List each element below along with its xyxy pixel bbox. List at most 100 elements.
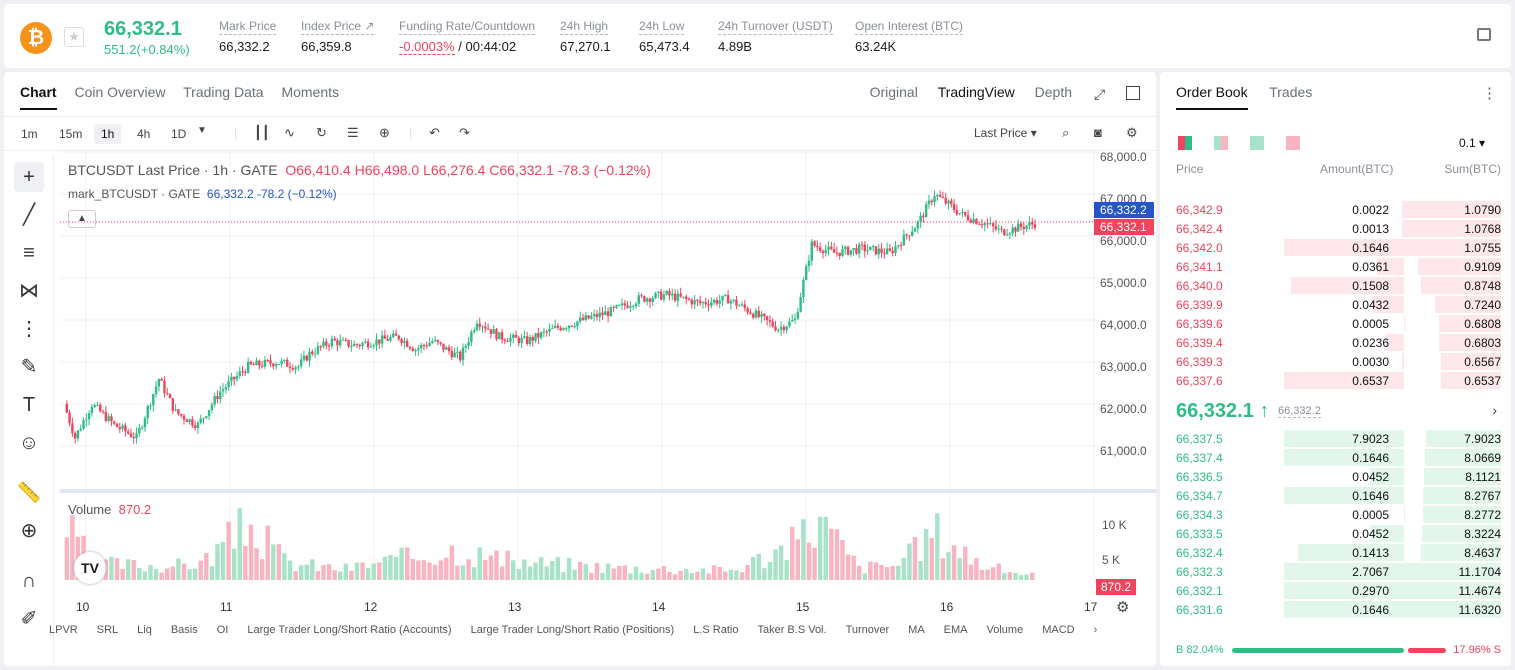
trend-line-icon[interactable]: ╱	[22, 204, 36, 226]
pane-divider[interactable]	[60, 489, 1156, 493]
ask-row[interactable]: 66,342.9 0.0022 1.0790	[1160, 200, 1511, 219]
camera-icon[interactable]: ◙	[1094, 125, 1102, 140]
bid-row[interactable]: 66,332.3 2.7067 11.1704	[1160, 562, 1511, 581]
ruler-icon[interactable]: 📏	[16, 482, 42, 504]
bid-row[interactable]: 66,337.4 0.1646 8.0669	[1160, 448, 1511, 467]
candle	[392, 333, 395, 338]
timeframe-dropdown-icon[interactable]: ▼	[197, 125, 207, 136]
bid-row[interactable]: 66,331.6 0.1646 11.6320	[1160, 600, 1511, 619]
volume-bar	[767, 562, 773, 580]
timeframe-1m[interactable]: 1m	[21, 127, 38, 141]
crosshair-icon[interactable]: +	[14, 162, 44, 192]
indicator-tab[interactable]: Liq	[137, 624, 152, 636]
layout-asks-icon[interactable]	[1286, 136, 1300, 150]
collapse-legend-button[interactable]: ▲	[68, 210, 96, 228]
indicators-icon[interactable]: ∿	[284, 125, 295, 140]
volume-bar	[890, 565, 895, 580]
replay-icon[interactable]: ↻	[316, 125, 327, 140]
indicator-tab[interactable]: Taker B.S Vol.	[757, 624, 827, 636]
bid-row[interactable]: 66,336.5 0.0452 8.1121	[1160, 467, 1511, 486]
bid-row[interactable]: 66,333.5 0.0452 8.3224	[1160, 524, 1511, 543]
favorite-star-icon[interactable]: ★	[64, 27, 84, 47]
axis-settings-icon[interactable]: ⚙	[1116, 599, 1130, 616]
magnet-icon[interactable]: ∩	[21, 570, 37, 592]
horizontal-lines-icon[interactable]: ≡	[23, 242, 35, 264]
indicator-tab[interactable]: Basis	[170, 624, 198, 636]
chevron-right-icon[interactable]: ›	[1492, 402, 1497, 418]
volume-bar	[946, 552, 951, 580]
stat-index-price[interactable]: Index Price ↗ 66,359.8	[301, 19, 375, 54]
settings-gear-icon[interactable]: ⚙	[1126, 125, 1138, 140]
brush-icon[interactable]: ✎	[20, 356, 38, 378]
price-type-select[interactable]: Last Price ▾	[974, 126, 1037, 140]
ask-row[interactable]: 66,341.1 0.0361 0.9109	[1160, 257, 1511, 276]
tab-coin-overview[interactable]: Coin Overview	[74, 84, 166, 100]
book-icon[interactable]	[1477, 28, 1491, 41]
indicator-tab[interactable]: OI	[216, 624, 229, 636]
indicator-tab[interactable]: EMA	[943, 624, 968, 636]
bid-row[interactable]: 66,332.4 0.1413 8.4637	[1160, 543, 1511, 562]
volume-bar	[678, 570, 683, 580]
layout-both-icon[interactable]	[1178, 136, 1192, 150]
template-icon[interactable]: ☰	[347, 125, 359, 140]
indicator-tab[interactable]: LPVR	[49, 624, 78, 636]
indicator-tab[interactable]: L.S Ratio	[693, 624, 739, 636]
ask-row[interactable]: 66,339.6 0.0005 0.6808	[1160, 314, 1511, 333]
indicator-tab[interactable]: MACD	[1042, 624, 1075, 636]
bid-row[interactable]: 66,337.5 7.9023 7.9023	[1160, 429, 1511, 448]
ask-row[interactable]: 66,339.3 0.0030 0.6567	[1160, 352, 1511, 371]
tab-chart[interactable]: Chart	[20, 84, 57, 110]
tab-trades[interactable]: Trades	[1269, 84, 1313, 100]
tab-moments[interactable]: Moments	[281, 84, 340, 100]
timeframe-1d[interactable]: 1D	[171, 127, 187, 141]
emoji-icon[interactable]: ☺	[18, 432, 40, 454]
indicator-tab[interactable]: Large Trader Long/Short Ratio (Accounts)	[247, 624, 452, 636]
indicator-tab[interactable]: Large Trader Long/Short Ratio (Positions…	[470, 624, 675, 636]
zoom-in-icon[interactable]: ⊕	[20, 520, 38, 542]
more-icon[interactable]: ⋮	[1482, 85, 1497, 102]
view-tradingview[interactable]: TradingView	[937, 84, 1015, 100]
ask-row[interactable]: 66,340.0 0.1508 0.8748	[1160, 276, 1511, 295]
precision-select[interactable]: 0.1 ▾	[1458, 136, 1485, 150]
ask-row[interactable]: 66,339.4 0.0236 0.6803	[1160, 333, 1511, 352]
volume-bar	[1030, 572, 1035, 580]
undo-icon[interactable]: ↶	[429, 125, 440, 140]
fullscreen-icon[interactable]	[1126, 86, 1140, 100]
volume-bar	[153, 568, 159, 580]
timeframe-1h[interactable]: 1h	[94, 124, 122, 144]
bid-row[interactable]: 66,334.3 0.0005 8.2772	[1160, 505, 1511, 524]
indicator-tab[interactable]: MA	[908, 624, 925, 636]
candle	[634, 303, 638, 307]
lock-draw-icon[interactable]: ✐	[20, 608, 38, 630]
candle	[595, 313, 599, 318]
view-depth[interactable]: Depth	[1034, 84, 1072, 100]
indicator-tab[interactable]: Volume	[986, 624, 1024, 636]
candle	[478, 323, 481, 327]
bid-row[interactable]: 66,334.7 0.1646 8.2767	[1160, 486, 1511, 505]
candle	[813, 241, 816, 246]
candle-type-icon[interactable]: ┃┃	[254, 125, 270, 140]
ask-row[interactable]: 66,339.9 0.0432 0.7240	[1160, 295, 1511, 314]
price-chart[interactable]	[60, 150, 1100, 580]
view-original[interactable]: Original	[869, 84, 918, 100]
timeframe-4h[interactable]: 4h	[137, 127, 151, 141]
ask-row[interactable]: 66,342.4 0.0013 1.0768	[1160, 219, 1511, 238]
tab-order-book[interactable]: Order Book	[1176, 84, 1248, 110]
expand-icon[interactable]: ⤢	[1094, 86, 1106, 102]
tab-trading-data[interactable]: Trading Data	[183, 84, 264, 100]
add-alert-icon[interactable]: ⊕	[379, 125, 390, 140]
search-icon[interactable]: ⌕	[1062, 125, 1070, 140]
layout-bids-icon[interactable]	[1250, 136, 1264, 150]
timeframe-15m[interactable]: 15m	[59, 127, 83, 141]
fib-tool-icon[interactable]: ⋮	[19, 318, 39, 340]
ask-row[interactable]: 66,342.0 0.1646 1.0755	[1160, 238, 1511, 257]
text-tool-icon[interactable]: T	[22, 394, 36, 416]
indicator-tab[interactable]: Turnover	[845, 624, 890, 636]
layout-side-icon[interactable]	[1214, 136, 1228, 150]
ask-row[interactable]: 66,337.6 0.6537 0.6537	[1160, 371, 1511, 390]
indicator-tab[interactable]: SRL	[96, 624, 119, 636]
pattern-icon[interactable]: ⋈	[19, 280, 39, 302]
bid-row[interactable]: 66,332.1 0.2970 11.4674	[1160, 581, 1511, 600]
chevron-right-icon[interactable]: ›	[1093, 624, 1098, 636]
redo-icon[interactable]: ↷	[459, 125, 470, 140]
